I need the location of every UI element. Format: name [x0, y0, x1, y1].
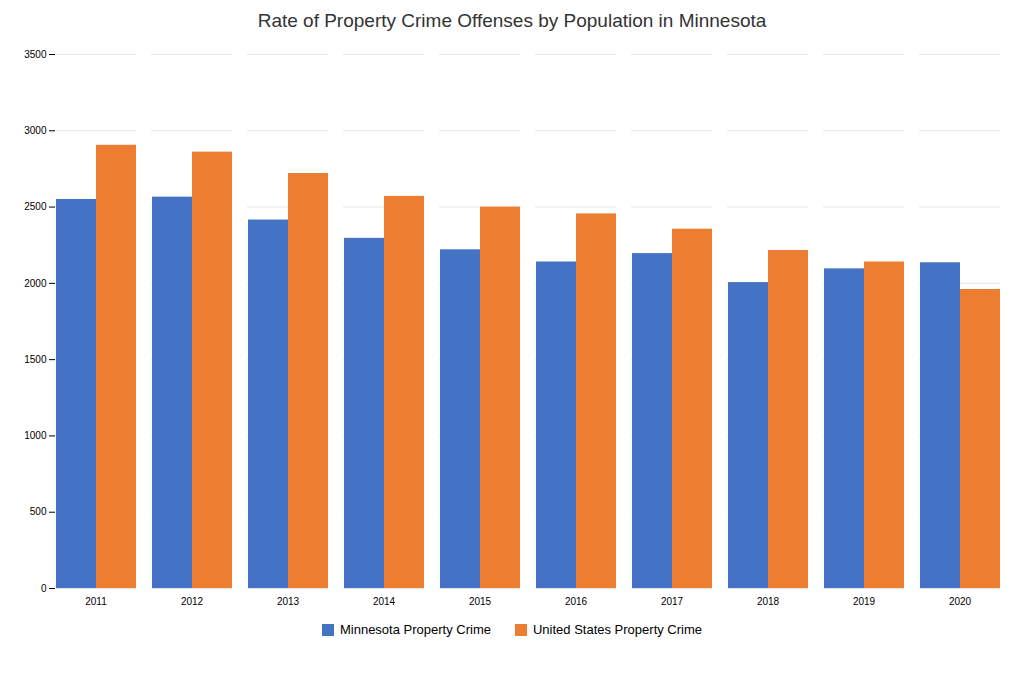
svg-text:2014: 2014 — [373, 596, 396, 607]
svg-text:2018: 2018 — [757, 596, 780, 607]
html-text:Minnesota Property Crime: Minnesota Property Crime — [340, 622, 491, 637]
svg-text:2015: 2015 — [469, 596, 492, 607]
svg-text:2013: 2013 — [277, 596, 300, 607]
svg-text:500: 500 — [30, 506, 47, 517]
svg-text:1000: 1000 — [24, 430, 47, 441]
svg-text:2500: 2500 — [24, 201, 47, 212]
svg-text:2012: 2012 — [181, 596, 204, 607]
svg-text:1500: 1500 — [24, 354, 47, 365]
svg-text:2000: 2000 — [24, 278, 47, 289]
svg-text:2011: 2011 — [85, 596, 107, 607]
svg-text:2019: 2019 — [853, 596, 876, 607]
svg-text:2016: 2016 — [565, 596, 588, 607]
svg-text:3500: 3500 — [24, 49, 47, 60]
html-text:Rate of Property Crime Offense: Rate of Property Crime Offenses by Popul… — [257, 10, 767, 31]
svg-text:2020: 2020 — [949, 596, 972, 607]
html-text:United States Property Crime: United States Property Crime — [533, 622, 702, 637]
svg-text:0: 0 — [41, 583, 47, 594]
svg-text:3000: 3000 — [24, 125, 47, 136]
svg-text:2017: 2017 — [661, 596, 684, 607]
